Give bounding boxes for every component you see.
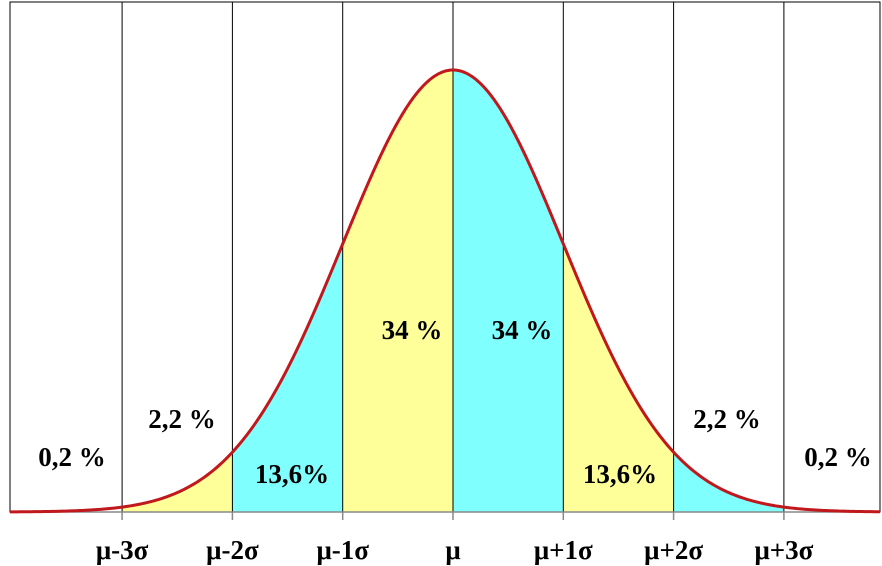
axis-label: μ-2σ: [206, 535, 259, 565]
region-label: 34 %: [492, 315, 553, 345]
region-label: 13,6%: [583, 459, 657, 489]
region-label: 13,6%: [255, 459, 329, 489]
axis-label: μ+3σ: [754, 535, 813, 565]
axis-label: μ-3σ: [96, 535, 149, 565]
bell-curve: [9, 68, 881, 514]
sigma-lines: [121, 2, 785, 520]
region-label: 2,2 %: [148, 404, 216, 434]
axis-label: μ+1σ: [534, 535, 593, 565]
axis-label: μ-1σ: [316, 535, 369, 565]
region-label: 0,2 %: [38, 442, 106, 472]
area-segment: [673, 452, 784, 512]
axis-label: μ+2σ: [644, 535, 703, 565]
area-segment: [122, 452, 233, 512]
region-label: 0,2 %: [804, 442, 872, 472]
region-label: 2,2 %: [693, 404, 761, 434]
region-label: 34 %: [382, 315, 443, 345]
labels: 0,2 % 2,2 % 13,6% 34 % 34 % 13,6% 2,2 % 0,2 % μ-…: [38, 315, 872, 565]
axis-label: μ: [445, 535, 460, 565]
